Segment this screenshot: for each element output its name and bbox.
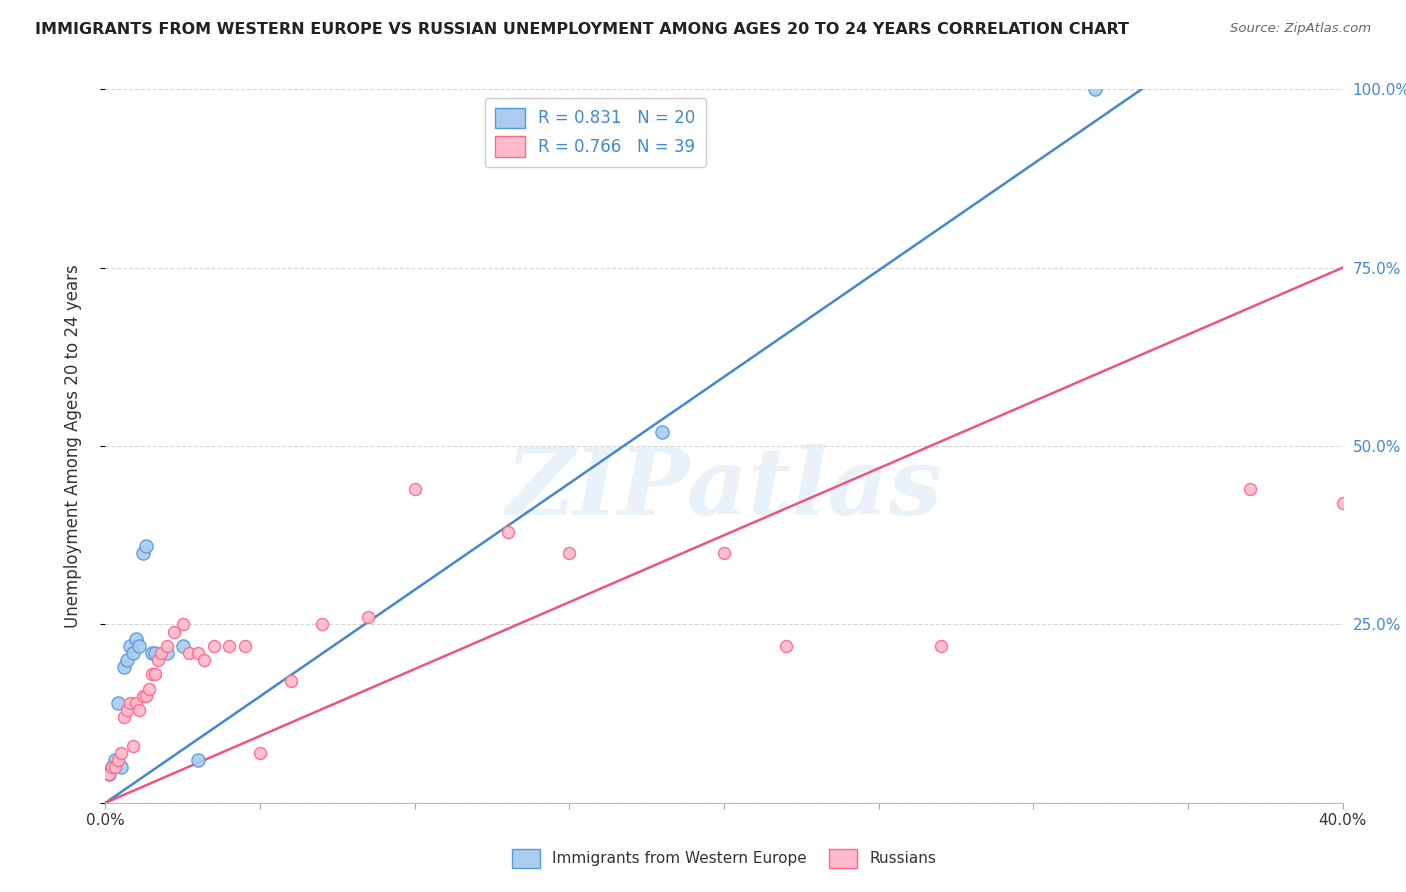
Point [122,646,145,660]
Point [128,703,150,717]
Point [112,710,135,724]
Text: ZIPatlas: ZIPatlas [506,444,942,533]
Point [202,639,225,653]
Point [233,639,256,653]
Point [122,739,145,753]
Point [172,639,194,653]
Y-axis label: Unemployment Among Ages 20 to 24 years: Unemployment Among Ages 20 to 24 years [63,264,82,628]
Point [193,653,215,667]
Point [97,767,120,781]
Point [135,689,157,703]
Point [97,767,120,781]
Point [104,753,127,767]
Point [135,539,157,553]
Point [146,653,169,667]
Point [120,696,142,710]
Point [125,696,148,710]
Point [138,681,160,696]
Point [280,674,302,689]
Point [218,639,240,653]
Point [115,653,138,667]
Point [125,632,148,646]
Point [1331,496,1354,510]
Point [143,667,166,681]
Point [404,482,426,496]
Point [651,425,673,439]
Point [357,610,380,624]
Point [156,639,179,653]
Point [172,617,194,632]
Point [141,667,163,681]
Point [311,617,333,632]
Text: IMMIGRANTS FROM WESTERN EUROPE VS RUSSIAN UNEMPLOYMENT AMONG AGES 20 TO 24 YEARS: IMMIGRANTS FROM WESTERN EUROPE VS RUSSIA… [35,22,1129,37]
Point [110,760,132,774]
Text: Source: ZipAtlas.com: Source: ZipAtlas.com [1230,22,1371,36]
Point [128,639,150,653]
Point [249,746,271,760]
Point [187,646,209,660]
Legend: Immigrants from Western Europe, Russians: Immigrants from Western Europe, Russians [506,843,942,873]
Point [150,646,173,660]
Point [929,639,952,653]
Point [100,760,122,774]
Point [775,639,797,653]
Point [713,546,735,560]
Point [112,660,135,674]
Point [131,546,153,560]
Point [558,546,581,560]
Point [100,760,122,774]
Point [104,760,127,774]
Point [110,746,132,760]
Point [120,639,142,653]
Point [143,646,166,660]
Point [1239,482,1261,496]
Point [496,524,519,539]
Point [107,753,129,767]
Point [177,646,200,660]
Point [1084,82,1107,96]
Point [156,646,179,660]
Point [187,753,209,767]
Point [115,703,138,717]
Point [107,696,129,710]
Point [162,624,184,639]
Point [131,689,153,703]
Point [141,646,163,660]
